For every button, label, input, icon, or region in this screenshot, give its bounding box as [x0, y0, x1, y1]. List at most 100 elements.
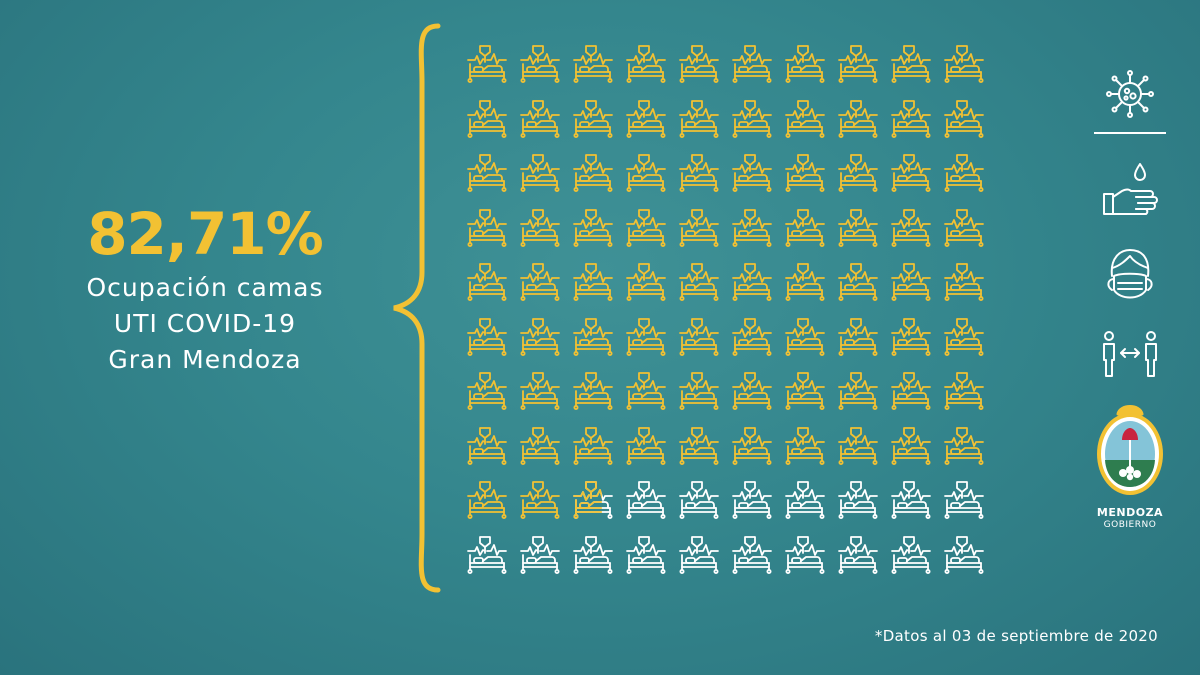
bed-icon-svg — [626, 535, 666, 574]
bed-icon-svg — [467, 426, 507, 465]
bed-icon — [513, 40, 566, 95]
bed-icon-svg — [679, 45, 719, 84]
bed-icon — [619, 95, 672, 150]
bed-icon-svg — [679, 154, 719, 193]
bed-icon-svg — [732, 481, 772, 520]
bed-icon-svg — [467, 263, 507, 302]
bed-icon-svg — [891, 208, 931, 247]
bed-icon-svg — [732, 208, 772, 247]
bed-icon-svg — [732, 263, 772, 302]
bed-icon-svg — [573, 154, 613, 193]
bed-icon-svg — [626, 99, 666, 138]
bed-icon — [831, 204, 884, 259]
bed-icon-svg — [520, 208, 560, 247]
bed-icon-svg — [785, 45, 825, 84]
bed-icon — [937, 95, 990, 150]
bed-icon-svg — [785, 154, 825, 193]
social-distance-icon — [1103, 331, 1157, 377]
bed-icon-svg — [573, 99, 613, 138]
bed-icon — [937, 149, 990, 204]
bed-icon — [513, 531, 566, 586]
bed-icon — [937, 476, 990, 531]
bed-icon-svg — [944, 99, 984, 138]
bed-icon-svg — [732, 372, 772, 411]
bed-icon-svg — [679, 372, 719, 411]
bed-icon — [725, 258, 778, 313]
bed-icon-svg — [891, 372, 931, 411]
bed-icon-svg — [573, 317, 613, 356]
bed-icon-svg — [520, 317, 560, 356]
bed-icon-svg — [838, 208, 878, 247]
curly-brace — [393, 23, 441, 593]
bed-icon — [513, 204, 566, 259]
bed-icon-svg — [785, 263, 825, 302]
bed-icon-svg — [626, 317, 666, 356]
bed-icon-svg — [944, 45, 984, 84]
bed-icon — [672, 422, 725, 477]
bed-icon-svg — [679, 263, 719, 302]
bed-icon — [831, 531, 884, 586]
bed-icon-svg — [944, 154, 984, 193]
bed-icon-svg — [785, 372, 825, 411]
bed-icon — [937, 258, 990, 313]
bed-icon — [672, 531, 725, 586]
bed-icon — [725, 313, 778, 368]
bed-icon — [831, 95, 884, 150]
bed-icon — [619, 313, 672, 368]
bed-icon-svg — [467, 208, 507, 247]
bed-icon — [460, 204, 513, 259]
bed-icon — [513, 95, 566, 150]
bed-icon — [619, 367, 672, 422]
bed-icon — [831, 313, 884, 368]
bed-icon-svg — [626, 372, 666, 411]
bed-icon-svg — [626, 208, 666, 247]
bed-icon — [725, 204, 778, 259]
bed-icon — [460, 95, 513, 150]
data-footnote: *Datos al 03 de septiembre de 2020 — [874, 627, 1158, 645]
bed-icon — [566, 476, 619, 531]
bed-icon-svg — [785, 317, 825, 356]
bed-icon — [619, 258, 672, 313]
bed-icon — [566, 149, 619, 204]
bed-icon-svg — [891, 45, 931, 84]
bed-icon-svg — [838, 263, 878, 302]
logo-subtitle: GOBIERNO — [1103, 520, 1157, 530]
bed-icon-svg — [732, 45, 772, 84]
bed-icon — [460, 40, 513, 95]
bed-icon — [725, 149, 778, 204]
bed-icon — [778, 40, 831, 95]
bed-icon-svg — [838, 45, 878, 84]
bed-icon-svg — [467, 45, 507, 84]
face-mask-icon — [1107, 249, 1153, 299]
bed-icon-svg — [891, 481, 931, 520]
bed-icon — [831, 258, 884, 313]
bed-icon-svg — [626, 45, 666, 84]
bed-icon — [566, 95, 619, 150]
bed-icon — [566, 313, 619, 368]
bed-icon — [778, 422, 831, 477]
bed-icon-svg — [732, 99, 772, 138]
bed-icon-svg — [679, 535, 719, 574]
bed-icon — [778, 313, 831, 368]
bed-icon — [725, 95, 778, 150]
bed-icon-svg — [626, 154, 666, 193]
bed-icon — [884, 204, 937, 259]
bed-icon — [460, 367, 513, 422]
bed-icon — [937, 531, 990, 586]
bed-icon — [460, 531, 513, 586]
bed-icon-svg — [891, 535, 931, 574]
bed-icon-svg — [626, 481, 666, 520]
bed-icon — [884, 476, 937, 531]
bed-icon — [725, 531, 778, 586]
bed-icon-svg — [944, 481, 984, 520]
bed-icon — [937, 367, 990, 422]
bed-icon-svg — [679, 99, 719, 138]
stat-line-2: UTI COVID-19 — [113, 309, 297, 338]
bed-icon — [566, 367, 619, 422]
bed-icon — [884, 40, 937, 95]
bed-icon — [937, 204, 990, 259]
bed-icon — [725, 367, 778, 422]
bed-icon-svg — [573, 208, 613, 247]
bed-icon-svg — [520, 535, 560, 574]
bed-icon — [725, 476, 778, 531]
